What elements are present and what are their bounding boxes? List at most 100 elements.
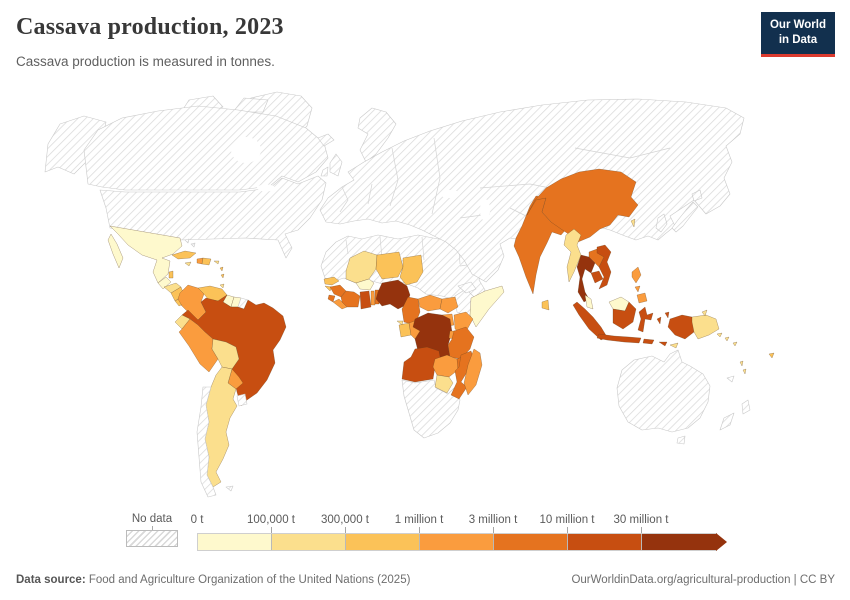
country-togo[interactable] xyxy=(370,290,376,306)
legend-tick xyxy=(345,527,346,533)
country-lesser-antilles-2[interactable] xyxy=(220,273,225,279)
country-indonesia-java[interactable] xyxy=(596,333,642,344)
country-equatorial-guinea[interactable] xyxy=(396,320,404,326)
country-south-sudan[interactable] xyxy=(439,296,459,314)
country-bahamas-2[interactable] xyxy=(190,242,196,248)
country-guatemala[interactable] xyxy=(157,276,172,290)
legend-no-data[interactable]: No data xyxy=(126,513,178,547)
country-angola[interactable] xyxy=(401,346,442,383)
country-solomon-1[interactable] xyxy=(716,332,723,338)
country-indonesia-moluccas-1[interactable] xyxy=(656,316,662,325)
country-belize[interactable] xyxy=(168,270,174,279)
country-new-caledonia[interactable] xyxy=(726,375,735,383)
country-philippines-mindanao[interactable] xyxy=(636,292,648,304)
owid-logo[interactable]: Our World in Data xyxy=(760,12,835,57)
country-senegal[interactable] xyxy=(323,276,340,286)
country-mexico[interactable] xyxy=(109,225,183,284)
country-myanmar[interactable] xyxy=(563,228,582,283)
country-uruguay[interactable] xyxy=(236,393,248,407)
country-sri-lanka[interactable] xyxy=(541,299,550,311)
country-car[interactable] xyxy=(417,294,443,312)
country-indonesia-sulawesi[interactable] xyxy=(637,306,654,333)
country-vanuatu-2[interactable] xyxy=(742,368,747,375)
world-map-svg xyxy=(44,91,775,498)
country-south-korea[interactable] xyxy=(655,213,668,233)
country-japan[interactable] xyxy=(671,201,699,233)
country-malaysia-peninsula[interactable] xyxy=(584,294,594,310)
country-indonesia-kalimantan[interactable] xyxy=(612,301,637,330)
country-vietnam[interactable] xyxy=(596,244,612,290)
country-taiwan[interactable] xyxy=(630,218,636,228)
country-philippines-luzon[interactable] xyxy=(631,266,642,284)
country-ghana[interactable] xyxy=(359,290,372,310)
country-sierra-leone[interactable] xyxy=(327,294,336,303)
region-scandinavia[interactable] xyxy=(357,107,397,163)
lake-black-sea xyxy=(440,190,460,198)
country-fiji[interactable] xyxy=(768,352,775,359)
country-cote-divoire[interactable] xyxy=(340,290,361,308)
country-solomon-2[interactable] xyxy=(724,336,730,342)
country-puerto-rico[interactable] xyxy=(213,260,220,265)
country-australia[interactable] xyxy=(616,349,711,433)
country-indonesia-west-papua[interactable] xyxy=(667,314,695,340)
legend-bin[interactable] xyxy=(198,534,272,550)
country-uk[interactable] xyxy=(329,153,343,177)
footer-link[interactable]: OurWorldinData.org/agricultural-producti… xyxy=(571,574,835,586)
country-cuba[interactable] xyxy=(171,250,197,260)
country-bahamas-1[interactable] xyxy=(184,238,190,244)
country-philippines-visayas[interactable] xyxy=(634,285,641,293)
country-mexico-baja[interactable] xyxy=(107,233,124,269)
legend-bin-label: 30 million t xyxy=(613,514,669,526)
country-canada-arctic-2[interactable] xyxy=(232,97,269,113)
legend-bin[interactable] xyxy=(568,534,642,550)
country-tasmania[interactable] xyxy=(676,435,686,445)
country-indonesia-moluccas-2[interactable] xyxy=(664,311,670,319)
legend-bin[interactable] xyxy=(642,534,716,550)
legend-bin[interactable] xyxy=(494,534,568,550)
legend-bin[interactable] xyxy=(420,534,494,550)
country-png[interactable] xyxy=(691,314,720,340)
country-solomon-3[interactable] xyxy=(732,341,738,347)
country-jamaica[interactable] xyxy=(184,261,192,267)
country-lesser-antilles-1[interactable] xyxy=(219,266,224,272)
country-cambodia[interactable] xyxy=(590,270,604,284)
country-vanuatu-1[interactable] xyxy=(739,360,744,367)
country-png-bismarck[interactable] xyxy=(701,309,708,317)
country-niger[interactable] xyxy=(375,251,404,280)
country-falklands[interactable] xyxy=(225,485,234,492)
page-subtitle: Cassava production is measured in tonnes… xyxy=(16,54,275,69)
region-southern-africa[interactable] xyxy=(401,379,461,439)
country-indonesia-lesser-sunda-2[interactable] xyxy=(658,341,668,347)
country-nz-south[interactable] xyxy=(719,412,735,431)
country-india[interactable] xyxy=(513,195,569,295)
page-title: Cassava production, 2023 xyxy=(16,14,284,40)
country-madagascar[interactable] xyxy=(463,348,483,396)
region-eurasia[interactable] xyxy=(319,98,745,283)
country-chad[interactable] xyxy=(399,254,424,286)
legend-no-data-swatch[interactable] xyxy=(126,530,178,547)
country-trinidad[interactable] xyxy=(219,283,225,289)
country-cameroon[interactable] xyxy=(401,296,421,326)
country-zambia[interactable] xyxy=(432,354,460,378)
lake-great-lakes xyxy=(257,184,275,192)
country-dominican-republic[interactable] xyxy=(201,257,212,266)
country-burkina-faso[interactable] xyxy=(355,278,375,291)
owid-logo-line1: Our World xyxy=(769,19,826,31)
country-chile[interactable] xyxy=(196,386,217,498)
country-zimbabwe[interactable] xyxy=(434,374,454,394)
owid-logo-line2: in Data xyxy=(778,33,818,46)
country-nz-north[interactable] xyxy=(741,399,751,415)
country-eritrea-djibouti[interactable] xyxy=(457,281,477,294)
country-thailand[interactable] xyxy=(576,254,596,303)
country-indonesia-lesser-sunda-1[interactable] xyxy=(642,338,655,345)
country-iceland[interactable] xyxy=(317,133,335,147)
legend-bin[interactable] xyxy=(272,534,346,550)
legend-tick xyxy=(493,527,494,533)
country-timor-leste[interactable] xyxy=(669,342,679,349)
legend-bin[interactable] xyxy=(346,534,420,550)
country-japan-hokkaido[interactable] xyxy=(691,189,703,202)
footer-datasource: Data source: Food and Agriculture Organi… xyxy=(16,574,410,586)
legend-bin-label: 0 t xyxy=(190,514,204,526)
country-china[interactable] xyxy=(526,168,639,243)
country-ireland[interactable] xyxy=(320,166,329,177)
